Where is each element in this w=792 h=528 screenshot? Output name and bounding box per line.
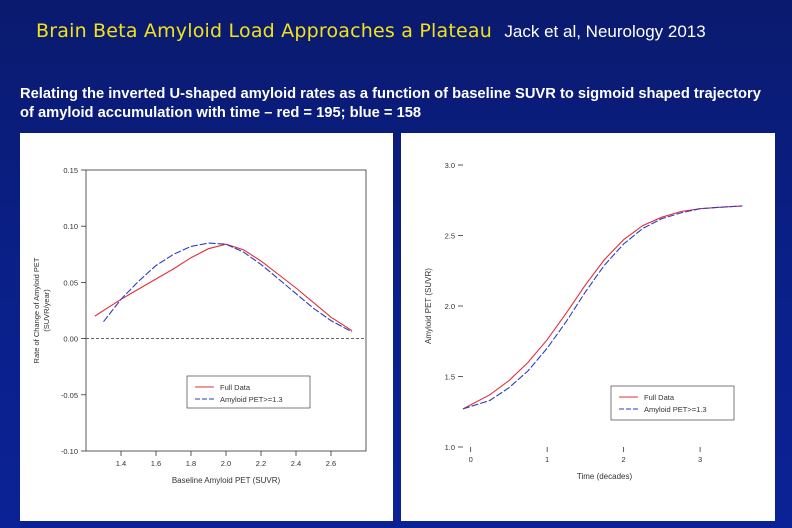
legend-label: Full Data: [220, 383, 251, 392]
x-tick-label: 1.8: [186, 459, 196, 468]
x-tick-label: 0: [469, 455, 473, 464]
series-line-blue: [462, 205, 743, 410]
x-tick-label: 3: [698, 455, 702, 464]
y-axis-label-line: Rate of Change of Amyloid PET: [32, 257, 41, 363]
x-tick-label: 1: [545, 455, 549, 464]
x-tick-label: 2.0: [221, 459, 231, 468]
y-tick-label: -0.05: [61, 391, 78, 400]
y-tick-label: 2.0: [445, 302, 455, 311]
legend-label: Amyloid PET>=1.3: [220, 395, 283, 404]
series-line-red: [462, 205, 743, 410]
rate-chart-panel: 0.15 0.10 0.05 0.00 -0.05 -0.10 1.4 1.6 1.8 2.0 2.…: [20, 133, 393, 521]
amyloid-trajectory-chart: 3.0 2.5 2.0 1.5 1.0 0 1 2 3 Time (decades) Amyloid…: [424, 161, 743, 481]
legend-label: Amyloid PET>=1.3: [644, 405, 707, 414]
series-line-red: [94, 243, 353, 332]
x-tick-label: 2.6: [326, 459, 336, 468]
y-tick-label: 0.00: [63, 335, 78, 344]
x-tick-label: 2.4: [291, 459, 301, 468]
y-tick-label: 1.5: [445, 373, 455, 382]
y-axis-label: Amyloid PET (SUVR): [424, 268, 433, 344]
y-tick-label: 1.0: [445, 443, 455, 452]
y-tick-label: 0.10: [63, 222, 78, 231]
y-tick-label: 2.5: [445, 232, 455, 241]
x-tick-label: 1.4: [116, 459, 126, 468]
y-tick-label: -0.10: [61, 447, 78, 456]
legend-box: [610, 385, 735, 421]
x-axis-label: Time (decades): [577, 472, 633, 481]
slide-subtitle: Relating the inverted U-shaped amyloid r…: [20, 85, 761, 121]
plot-frame: [85, 169, 367, 452]
rate-of-change-chart: 0.15 0.10 0.05 0.00 -0.05 -0.10 1.4 1.6 1.8 2.0 2.…: [32, 166, 367, 485]
x-tick-label: 1.6: [151, 459, 161, 468]
series-line-blue: [103, 242, 353, 333]
legend-box: [186, 375, 311, 409]
x-axis-label: Baseline Amyloid PET (SUVR): [172, 476, 281, 485]
y-tick-label: 0.05: [63, 278, 78, 287]
title-text: Brain Beta Amyloid Load Approaches a Pla…: [36, 20, 492, 42]
y-tick-label: 0.15: [63, 166, 78, 175]
legend-label: Full Data: [644, 393, 675, 402]
slide-title: Brain Beta Amyloid Load Approaches a Pla…: [36, 20, 706, 42]
y-axis-label: Rate of Change of Amyloid PET(SUVR/year): [32, 257, 51, 363]
y-axis-label-line: (SUVR/year): [42, 289, 51, 332]
x-tick-label: 2.2: [256, 459, 266, 468]
y-tick-label: 3.0: [445, 161, 455, 170]
citation-text: Jack et al, Neurology 2013: [504, 22, 706, 41]
x-tick-label: 2: [622, 455, 626, 464]
trajectory-chart-panel: 3.0 2.5 2.0 1.5 1.0 0 1 2 3 Time (decades) Amyloid…: [401, 133, 775, 521]
